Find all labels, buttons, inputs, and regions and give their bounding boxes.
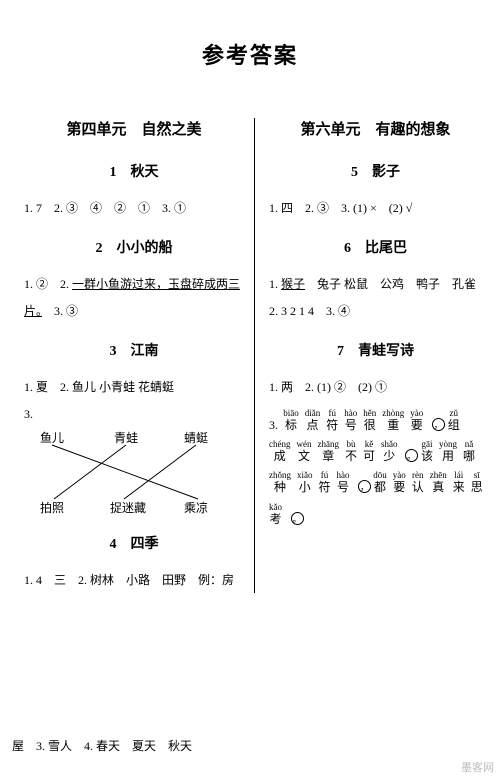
- pinyin-char: 来lái: [453, 480, 465, 494]
- pinyin-char: 哪nǎ: [463, 449, 475, 463]
- pinyin-row: 成chéng 文wén 章zhāng 不bù 可kě 少shǎo 。 该gāi 用yòng 哪…: [269, 440, 482, 463]
- pinyin-char: 小xiǎo: [297, 480, 312, 494]
- lesson6-answers-1: 1. 猴子 兔子 松鼠 公鸡 鸭子 孔雀: [269, 271, 482, 297]
- match-bottom-item: 乘凉: [184, 499, 208, 516]
- text: 3.: [269, 418, 281, 432]
- lesson6-answers-2: 2. 3 2 1 4 3. ④: [269, 298, 482, 324]
- pinyin-char: 很hěn: [363, 418, 376, 432]
- pinyin-block: 3. 标biāo 点diǎn 符fú 号hào 很hěn 重zhòng 要yào ， 组zǔ…: [269, 409, 482, 535]
- pinyin-row: 种zhǒng 小xiǎo 符fú 号hào ， 都dōu 要yào 认rèn 真zhēn 来l…: [269, 471, 482, 494]
- underlined-text: 一群小鱼游过来，玉盘碎成两三: [72, 277, 240, 291]
- pinyin-char: 认rèn: [412, 480, 424, 494]
- lesson3-answers-1: 1. 夏 2. 鱼儿 小青蛙 花蜻蜓: [24, 374, 244, 400]
- circled-punct: ，: [358, 480, 371, 493]
- unit6-title: 第六单元 有趣的想象: [269, 118, 482, 139]
- underlined-text: 片。: [24, 304, 42, 318]
- pinyin-char: 不bù: [345, 449, 357, 463]
- pinyin-char: 标biāo: [285, 418, 299, 432]
- pinyin-char: 符fú: [326, 418, 338, 432]
- pinyin-char: 成chéng: [269, 449, 290, 463]
- pinyin-char: 要yào: [393, 480, 406, 494]
- lesson4-title: 4 四季: [24, 533, 244, 553]
- pinyin-char: 要yào: [410, 418, 423, 432]
- text: 1. ② 2.: [24, 277, 72, 291]
- circled-punct: 。: [291, 512, 304, 525]
- pinyin-char: 重zhòng: [382, 418, 404, 432]
- pinyin-char: 符fú: [318, 480, 330, 494]
- circled-punct: ，: [432, 418, 445, 431]
- lesson5-answers: 1. 四 2. ③ 3. (1) × (2) √: [269, 195, 482, 221]
- two-column-layout: 第四单元 自然之美 1 秋天 1. 7 2. ③ ④ ② ① 3. ① 2 小小…: [0, 118, 500, 593]
- lesson6-title: 6 比尾巴: [269, 237, 482, 257]
- pinyin-char: 文wén: [296, 449, 311, 463]
- pinyin-char: 真zhēn: [430, 480, 447, 494]
- lesson3-q3: 3.: [24, 401, 244, 427]
- lesson3-title: 3 江南: [24, 340, 244, 360]
- match-bottom-item: 拍照: [40, 499, 64, 516]
- lesson1-answers: 1. 7 2. ③ ④ ② ① 3. ①: [24, 195, 244, 221]
- pinyin-char: 考kǎo: [269, 512, 282, 526]
- pinyin-char: 该gāi: [421, 449, 433, 463]
- pinyin-char: 章zhāng: [317, 449, 338, 463]
- lesson4-answers-2: 屋 3. 雪人 4. 春天 夏天 秋天: [12, 733, 272, 759]
- pinyin-char: 用yòng: [439, 449, 457, 463]
- pinyin-char: 都dōu: [374, 480, 387, 494]
- pinyin-char: 少shǎo: [381, 449, 396, 463]
- match-top-item: 蜻蜓: [184, 429, 208, 446]
- pinyin-char: 点diǎn: [305, 418, 320, 432]
- match-bottom-item: 捉迷藏: [110, 499, 146, 516]
- text: 3. ③: [42, 304, 78, 318]
- pinyin-row: 考kǎo 。: [269, 503, 482, 526]
- left-column: 第四单元 自然之美 1 秋天 1. 7 2. ③ ④ ② ① 3. ① 2 小小…: [24, 118, 254, 593]
- lesson1-title: 1 秋天: [24, 161, 244, 181]
- pinyin-char: 号hào: [344, 418, 357, 432]
- right-column: 第六单元 有趣的想象 5 影子 1. 四 2. ③ 3. (1) × (2) √…: [254, 118, 482, 593]
- lesson2-title: 2 小小的船: [24, 237, 244, 257]
- matching-diagram: 鱼儿 青蛙 蜻蜓拍照 捉迷藏 乘凉: [24, 429, 244, 517]
- match-top-item: 鱼儿: [40, 429, 64, 446]
- pinyin-char: 思sī: [471, 480, 483, 494]
- text: 兔子 松鼠 公鸡 鸭子 孔雀: [305, 277, 476, 291]
- pinyin-char: 种zhǒng: [269, 480, 291, 494]
- lesson7-title: 7 青蛙写诗: [269, 340, 482, 360]
- lesson2-answers-1: 1. ② 2. 一群小鱼游过来，玉盘碎成两三: [24, 271, 244, 297]
- pinyin-row: 3. 标biāo 点diǎn 符fú 号hào 很hěn 重zhòng 要yào ， 组zǔ: [269, 409, 482, 432]
- pinyin-char: 号hào: [336, 480, 349, 494]
- page-title: 参考答案: [0, 38, 500, 70]
- unit4-title: 第四单元 自然之美: [24, 118, 244, 139]
- lesson5-title: 5 影子: [269, 161, 482, 181]
- underlined-text: 猴子: [281, 277, 305, 291]
- lesson4-answers-1: 1. 4 三 2. 树林 小路 田野 例：房: [24, 567, 244, 593]
- lesson7-answers-1: 1. 两 2. (1) ② (2) ①: [269, 374, 482, 400]
- pinyin-char: 组zǔ: [448, 418, 460, 432]
- pinyin-char: 可kě: [363, 449, 375, 463]
- lesson2-answers-2: 片。 3. ③: [24, 298, 244, 324]
- text: 1.: [269, 277, 281, 291]
- match-top-item: 青蛙: [114, 429, 138, 446]
- circled-punct: 。: [405, 449, 418, 462]
- watermark: 墨客网: [461, 759, 494, 775]
